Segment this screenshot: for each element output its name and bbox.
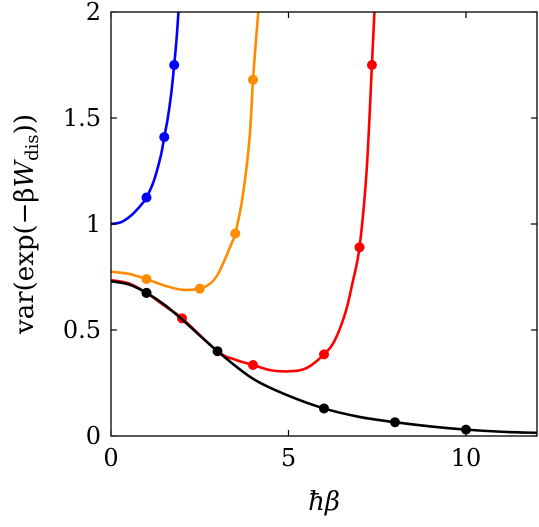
- data-point: [141, 287, 152, 298]
- series-line: [110, 11, 180, 226]
- x-tick-label: 0: [103, 444, 118, 472]
- data-point: [169, 60, 180, 70]
- series-1: [110, 11, 180, 226]
- data-point: [212, 346, 223, 357]
- tick-layer: 0 5 10 0 0.5 1 1.5 2: [63, 0, 537, 472]
- data-point: [194, 283, 205, 294]
- series-4: [110, 279, 538, 435]
- y-tick-label: 1.5: [63, 104, 101, 132]
- x-axis-label: ħβ: [308, 487, 340, 517]
- series-line: [110, 11, 260, 292]
- y-tick-label: 0.5: [63, 316, 101, 344]
- x-tick-label: 5: [281, 444, 296, 472]
- y-label-var: W: [10, 159, 40, 188]
- data-point: [159, 132, 170, 143]
- data-point: [461, 424, 471, 435]
- data-point: [354, 242, 365, 253]
- y-label-suffix: )): [10, 114, 40, 134]
- y-tick-label: 2: [86, 0, 101, 26]
- series-layer: [110, 11, 538, 435]
- x-tick-label: 10: [451, 444, 482, 472]
- data-point: [141, 274, 152, 285]
- data-point: [141, 192, 152, 203]
- data-point: [319, 403, 329, 414]
- data-point: [319, 349, 329, 360]
- data-point: [248, 359, 258, 370]
- data-point: [390, 417, 400, 428]
- y-tick-label: 1: [86, 210, 101, 238]
- y-label-prefix: var(exp(−β: [10, 188, 40, 335]
- series-2: [110, 11, 260, 294]
- plot-frame: [110, 11, 538, 437]
- data-point: [366, 60, 377, 70]
- data-point: [230, 228, 241, 239]
- y-axis-label: var(exp(−βWdis)): [10, 114, 43, 335]
- series-line: [110, 279, 538, 435]
- y-tick-label: 0: [86, 422, 101, 450]
- data-point: [248, 74, 258, 85]
- y-label-sub: dis: [22, 134, 43, 161]
